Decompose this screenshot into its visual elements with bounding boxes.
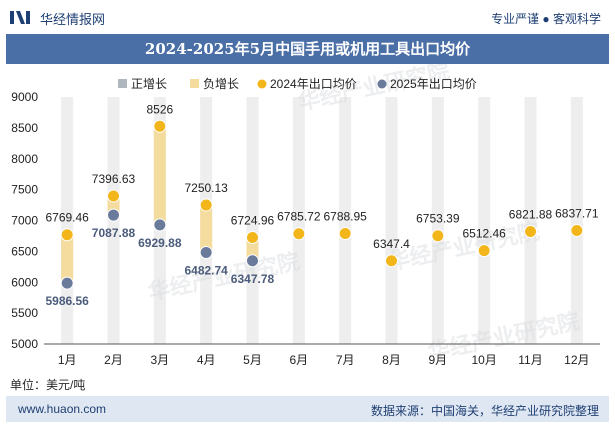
footer: www.huaon.com 数据来源：中国海关，华经产业研究院整理 (6, 396, 609, 422)
legend-negative-swatch (190, 79, 199, 88)
background-bar (339, 97, 352, 344)
point-2024 (570, 224, 584, 238)
y-tick-label: 6500 (11, 244, 38, 258)
y-tick-label: 7000 (11, 214, 38, 228)
data-label-2025: 5986.56 (45, 294, 89, 308)
unit-label: 单位：美元/吨 (10, 378, 86, 392)
y-tick-label: 8500 (11, 121, 38, 135)
x-tick-label: 4月 (197, 353, 216, 367)
legend-negative-label: 负增长 (203, 77, 239, 91)
data-label-2025: 6347.78 (231, 272, 275, 286)
data-label-2025: 7087.88 (92, 226, 136, 240)
x-tick-label: 11月 (518, 353, 542, 367)
point-2024 (292, 227, 306, 241)
data-label-2024: 6724.96 (231, 213, 275, 227)
legend-2025-marker (377, 79, 387, 89)
y-tick-label: 9000 (11, 90, 38, 104)
x-tick-label: 12月 (564, 353, 589, 367)
background-bar (524, 97, 537, 344)
point-2025 (107, 208, 120, 222)
brand-name: 华经情报网 (40, 12, 106, 27)
data-label-2024: 6753.39 (416, 212, 460, 226)
point-2025 (60, 276, 74, 290)
point-2024 (246, 230, 259, 244)
legend-2024-marker (257, 79, 267, 89)
data-label-2024: 7250.13 (184, 181, 228, 195)
point-2024 (199, 198, 213, 212)
chart-area: 华经产业研究院华经产业研究院华经产业研究院华经产业研究院500055006000… (11, 64, 600, 367)
data-label-2024: 6788.95 (323, 210, 367, 224)
data-source: 数据来源：中国海关，华经产业研究院整理 (370, 404, 599, 418)
x-tick-label: 7月 (336, 353, 355, 367)
data-label-2024: 6347.4 (373, 237, 410, 251)
data-label-2024: 6821.88 (509, 207, 553, 221)
legend-positive-swatch (118, 79, 127, 88)
data-label-2024: 6512.46 (462, 227, 506, 241)
point-2024 (431, 229, 445, 243)
data-label-2025: 6482.74 (184, 263, 228, 277)
slogan: 专业严谨 ● 客观科学 (491, 12, 601, 26)
legend-2025-label: 2025年出口均价 (390, 77, 477, 91)
data-label-2024: 6837.71 (555, 207, 599, 221)
y-tick-label: 8000 (11, 152, 38, 166)
x-tick-label: 2月 (104, 353, 123, 367)
point-2025 (153, 218, 167, 232)
y-tick-label: 5500 (11, 306, 38, 320)
background-bar (478, 97, 491, 344)
point-2024 (153, 119, 167, 133)
background-bar (246, 97, 259, 344)
background-bar (570, 97, 583, 344)
point-2025 (199, 245, 213, 259)
growth-bar (61, 234, 74, 284)
data-label-2025: 6929.88 (138, 236, 182, 250)
y-tick-label: 5000 (11, 337, 38, 351)
chart-title: 2024-2025年5月中国手用或机用工具出口均价 (6, 34, 609, 64)
x-tick-label: 6月 (289, 353, 308, 367)
point-2024 (524, 224, 537, 238)
watermark: 华经产业研究院 (426, 308, 582, 365)
legend-2024-label: 2024年出口均价 (270, 77, 357, 91)
x-tick-label: 9月 (428, 353, 447, 367)
legend-positive-label: 正增长 (131, 77, 167, 91)
data-label-2024: 6785.72 (277, 210, 321, 224)
x-tick-label: 3月 (150, 353, 169, 367)
x-tick-label: 10月 (471, 353, 496, 367)
point-2025 (246, 254, 259, 268)
y-tick-label: 6000 (11, 275, 38, 289)
footer-url[interactable]: www.huaon.com (18, 402, 107, 416)
y-tick-label: 7500 (11, 183, 38, 197)
x-tick-label: 1月 (58, 353, 77, 367)
point-2024 (107, 189, 120, 203)
background-bar (385, 97, 398, 344)
background-bar (292, 97, 305, 344)
top-header: 华经情报网 专业严谨 ● 客观科学 (0, 0, 615, 34)
huajing-logo-icon (10, 11, 30, 24)
growth-bar (246, 237, 259, 261)
x-tick-label: 5月 (243, 353, 262, 367)
data-label-2024: 8526 (146, 102, 173, 116)
x-tick-label: 8月 (382, 353, 401, 367)
data-label-2024: 6769.46 (45, 211, 89, 225)
growth-bar (153, 126, 166, 225)
background-bar (431, 97, 444, 344)
point-2024 (338, 227, 352, 241)
point-2024 (477, 244, 491, 258)
point-2024 (60, 228, 74, 242)
growth-bar (200, 205, 213, 253)
data-label-2024: 7396.63 (92, 172, 136, 186)
point-2024 (385, 254, 398, 268)
